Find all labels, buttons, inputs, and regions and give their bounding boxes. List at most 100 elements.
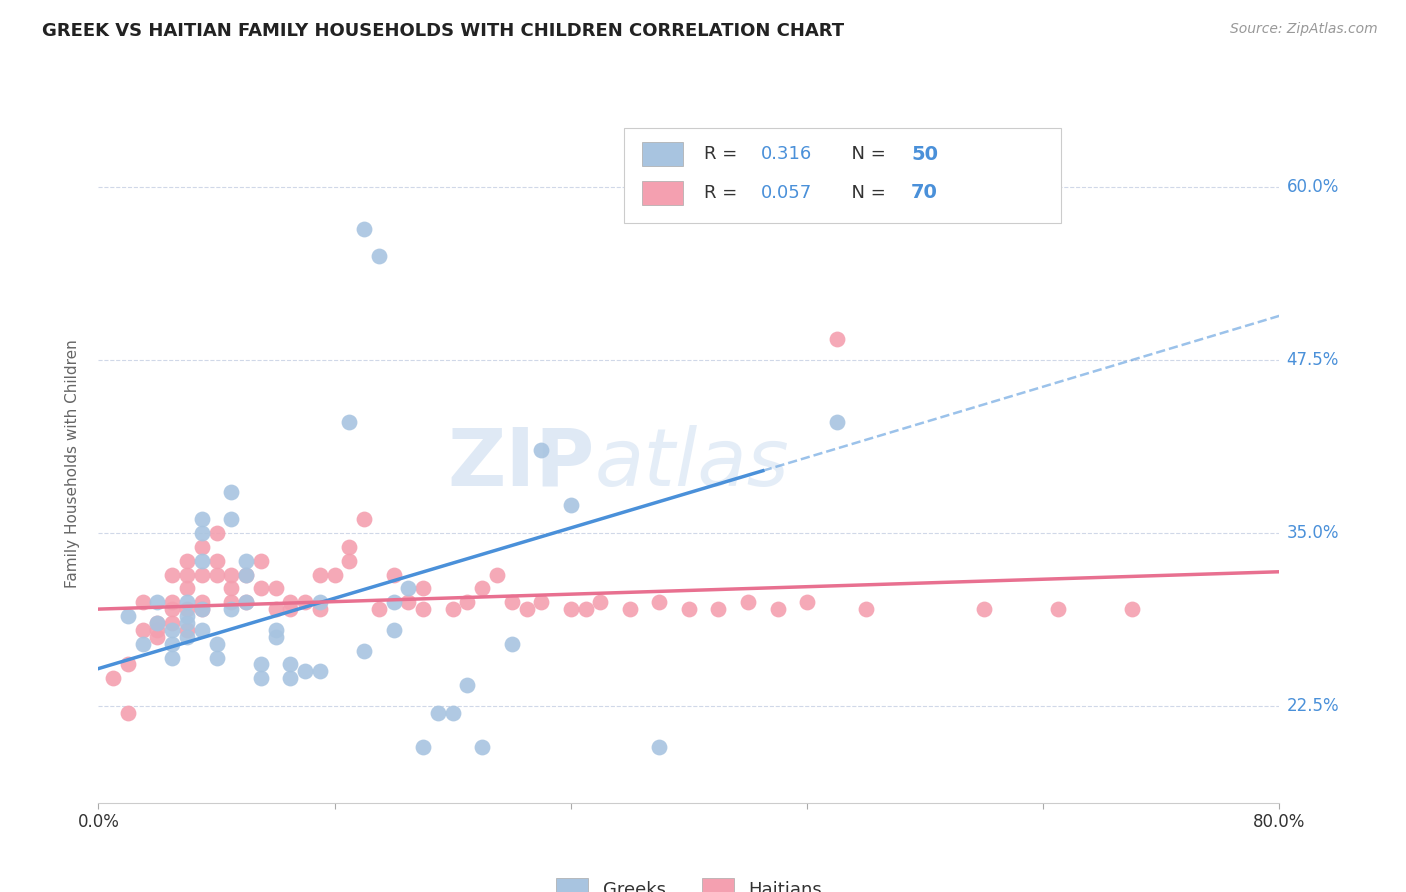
Point (103, 671, 125, 685)
Text: GREEK VS HAITIAN FAMILY HOUSEHOLDS WITH CHILDREN CORRELATION CHART: GREEK VS HAITIAN FAMILY HOUSEHOLDS WITH … (42, 22, 845, 40)
Point (337, 554, 360, 568)
Point (382, 623, 405, 637)
Point (278, 657, 302, 672)
Point (250, 582, 273, 596)
Point (368, 249, 391, 263)
Point (382, 595, 405, 609)
Point (162, 623, 183, 637)
Point (678, 602, 700, 616)
Point (162, 637, 183, 651)
Point (205, 554, 228, 568)
Point (264, 630, 287, 644)
Text: 0.316: 0.316 (761, 145, 813, 163)
Point (796, 595, 818, 609)
Point (396, 595, 419, 609)
Text: 50: 50 (911, 145, 938, 163)
Point (412, 582, 434, 596)
Point (219, 582, 242, 596)
Point (176, 623, 198, 637)
Point (235, 567, 257, 582)
Point (176, 595, 198, 609)
Point (353, 643, 375, 657)
Point (235, 554, 257, 568)
Point (205, 650, 228, 665)
Text: N =: N = (841, 184, 891, 202)
Point (264, 602, 287, 616)
Point (368, 602, 391, 616)
Point (219, 512, 242, 526)
Point (264, 582, 287, 596)
Point (191, 595, 214, 609)
Point (176, 554, 198, 568)
Point (117, 706, 139, 720)
Point (191, 526, 214, 541)
Point (191, 602, 214, 616)
Point (648, 740, 671, 755)
Text: ZIP: ZIP (447, 425, 595, 503)
Point (191, 602, 214, 616)
Point (146, 623, 169, 637)
Point (337, 540, 360, 554)
Point (456, 595, 478, 609)
Text: N =: N = (841, 145, 891, 163)
Point (323, 567, 346, 582)
Point (412, 602, 434, 616)
Point (162, 650, 183, 665)
Point (530, 595, 553, 609)
Point (1046, 602, 1069, 616)
Point (235, 595, 257, 609)
Point (205, 526, 228, 541)
Point (471, 740, 494, 755)
Point (825, 332, 848, 346)
Point (382, 567, 405, 582)
Point (250, 554, 273, 568)
Point (176, 602, 198, 616)
Point (176, 630, 198, 644)
Point (132, 637, 155, 651)
Point (146, 615, 169, 630)
Point (162, 615, 183, 630)
Point (309, 665, 332, 679)
Point (219, 484, 242, 499)
Point (396, 582, 419, 596)
Text: 35.0%: 35.0% (1286, 524, 1339, 542)
Point (973, 602, 995, 616)
Point (219, 567, 242, 582)
Point (309, 602, 332, 616)
Point (235, 595, 257, 609)
Point (294, 595, 316, 609)
Point (117, 657, 139, 672)
Point (648, 595, 671, 609)
Point (264, 623, 287, 637)
Point (132, 623, 155, 637)
Point (766, 602, 789, 616)
Point (191, 512, 214, 526)
Point (353, 221, 375, 235)
Point (501, 595, 523, 609)
Y-axis label: Family Households with Children: Family Households with Children (65, 340, 80, 588)
Point (530, 442, 553, 457)
Point (176, 609, 198, 624)
Point (219, 595, 242, 609)
Point (441, 706, 464, 720)
Point (501, 637, 523, 651)
Point (353, 512, 375, 526)
Point (191, 554, 214, 568)
Point (515, 602, 537, 616)
Point (441, 602, 464, 616)
Text: atlas: atlas (595, 425, 789, 503)
Point (205, 567, 228, 582)
Text: 0.057: 0.057 (761, 184, 813, 202)
Point (278, 595, 302, 609)
FancyBboxPatch shape (641, 142, 683, 166)
Point (471, 582, 494, 596)
Text: 47.5%: 47.5% (1286, 351, 1339, 369)
Point (191, 623, 214, 637)
Point (1150, 810, 1173, 824)
Point (574, 602, 596, 616)
Point (294, 665, 316, 679)
Text: Source: ZipAtlas.com: Source: ZipAtlas.com (1230, 22, 1378, 37)
Point (162, 567, 183, 582)
Point (162, 595, 183, 609)
Point (278, 602, 302, 616)
